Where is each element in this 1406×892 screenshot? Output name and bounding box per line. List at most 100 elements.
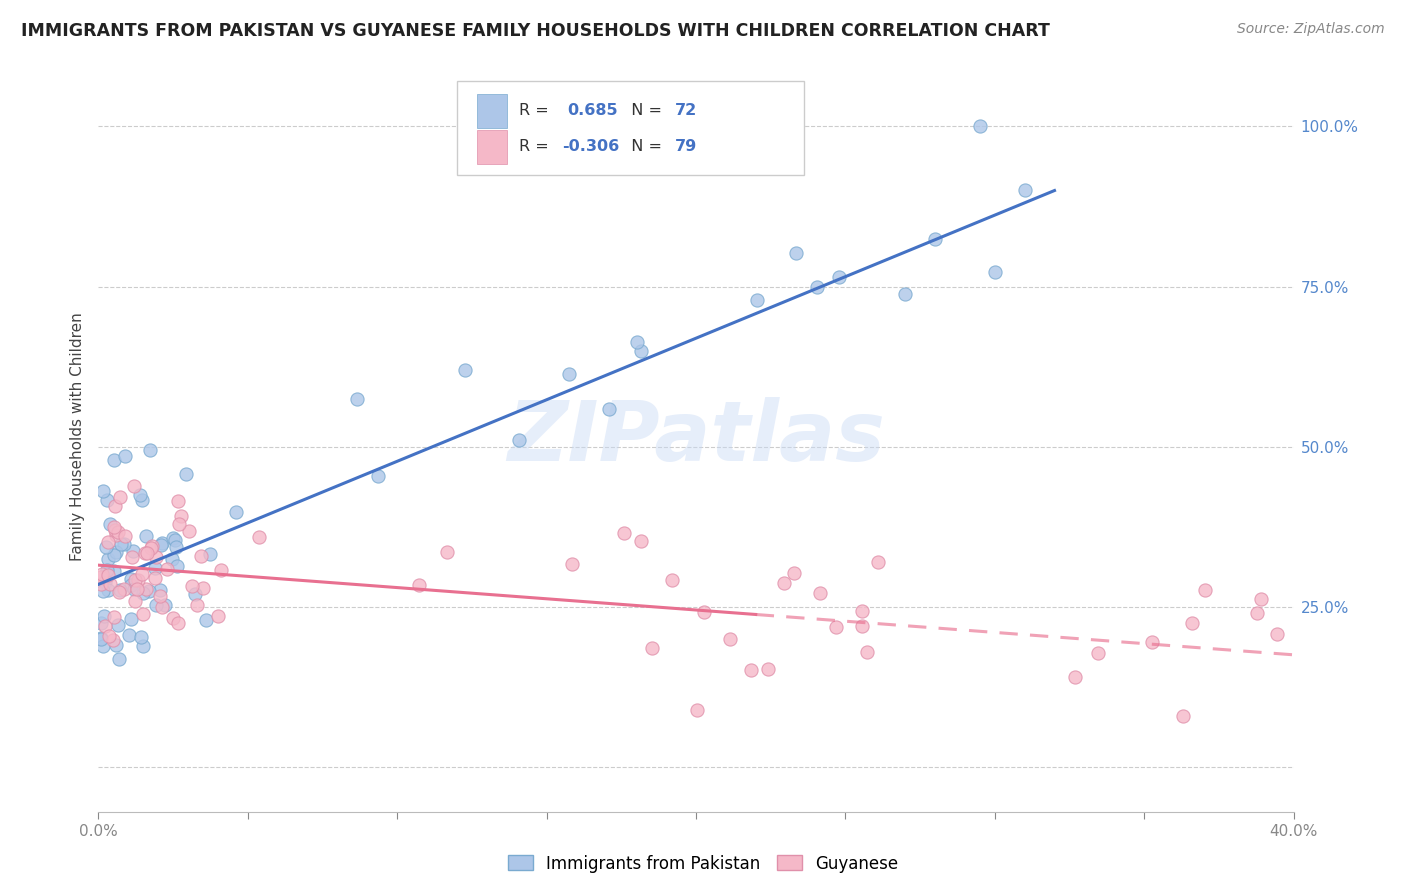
- Point: [120, 573, 142, 587]
- Text: N =: N =: [620, 139, 666, 154]
- Point: [969, 120, 991, 134]
- Point: [984, 265, 1007, 279]
- Point: [104, 500, 127, 514]
- Point: [90, 631, 112, 645]
- Point: [152, 536, 174, 550]
- Y-axis label: Family Households with Children: Family Households with Children: [70, 313, 86, 561]
- Point: [630, 534, 652, 549]
- Point: [112, 582, 135, 597]
- Point: [121, 578, 143, 592]
- Point: [1250, 591, 1272, 606]
- Point: [136, 546, 159, 560]
- Point: [97, 568, 120, 582]
- Point: [135, 582, 157, 596]
- Point: [1142, 635, 1164, 649]
- Point: [630, 344, 652, 359]
- Point: [108, 490, 131, 504]
- Point: [508, 434, 530, 448]
- Point: [745, 293, 768, 307]
- Point: [165, 540, 187, 554]
- Point: [97, 582, 120, 597]
- Text: IMMIGRANTS FROM PAKISTAN VS GUYANESE FAMILY HOUSEHOLDS WITH CHILDREN CORRELATION: IMMIGRANTS FROM PAKISTAN VS GUYANESE FAM…: [21, 22, 1050, 40]
- Point: [91, 584, 114, 599]
- Point: [166, 615, 188, 630]
- Point: [134, 529, 156, 543]
- Point: [138, 583, 160, 598]
- Point: [184, 587, 207, 601]
- Point: [105, 638, 128, 652]
- Point: [90, 569, 112, 583]
- Point: [162, 531, 184, 545]
- Point: [225, 505, 247, 519]
- Point: [90, 615, 112, 630]
- Point: [103, 453, 125, 467]
- Point: [718, 632, 741, 646]
- Point: [103, 610, 125, 624]
- Point: [160, 551, 183, 566]
- Point: [129, 630, 152, 644]
- Point: [145, 599, 167, 613]
- Point: [143, 572, 166, 586]
- Point: [96, 492, 118, 507]
- Point: [97, 552, 120, 566]
- Point: [118, 628, 141, 642]
- Point: [1173, 708, 1195, 723]
- Point: [561, 557, 583, 571]
- Point: [626, 334, 648, 349]
- Point: [153, 598, 176, 612]
- Point: [165, 533, 187, 548]
- Point: [114, 449, 136, 463]
- Point: [209, 562, 232, 576]
- Point: [346, 392, 368, 406]
- Point: [107, 524, 129, 539]
- Point: [454, 363, 477, 377]
- Point: [783, 566, 806, 580]
- FancyBboxPatch shape: [477, 94, 508, 128]
- Point: [104, 528, 127, 542]
- Text: 0.685: 0.685: [567, 103, 617, 119]
- Point: [112, 537, 135, 551]
- Point: [640, 641, 662, 656]
- Point: [122, 582, 145, 597]
- Text: ZIPatlas: ZIPatlas: [508, 397, 884, 477]
- Point: [98, 577, 121, 591]
- Point: [207, 609, 229, 624]
- Point: [851, 604, 873, 618]
- Point: [598, 401, 620, 416]
- Point: [181, 579, 204, 593]
- Point: [693, 605, 716, 619]
- Point: [90, 577, 112, 591]
- Point: [101, 633, 124, 648]
- Point: [149, 589, 172, 603]
- Point: [94, 574, 117, 589]
- Point: [122, 479, 145, 493]
- Point: [756, 663, 779, 677]
- Point: [808, 586, 831, 600]
- Point: [825, 620, 848, 634]
- Point: [166, 558, 188, 573]
- Point: [408, 578, 430, 592]
- Point: [96, 564, 118, 578]
- Point: [98, 629, 121, 643]
- Point: [108, 652, 131, 666]
- Point: [139, 442, 162, 457]
- Point: [103, 564, 125, 578]
- Point: [179, 524, 201, 538]
- Point: [145, 550, 167, 565]
- Point: [121, 550, 143, 565]
- Point: [125, 582, 148, 597]
- Point: [150, 538, 173, 552]
- Point: [127, 574, 149, 588]
- Point: [856, 645, 879, 659]
- Point: [686, 703, 709, 717]
- Point: [110, 537, 132, 551]
- FancyBboxPatch shape: [457, 81, 804, 175]
- Point: [866, 555, 889, 569]
- Point: [851, 619, 873, 633]
- Point: [132, 607, 155, 622]
- Point: [91, 639, 114, 653]
- Text: 79: 79: [675, 139, 697, 154]
- Point: [190, 549, 212, 564]
- Point: [156, 562, 179, 576]
- Point: [131, 567, 153, 582]
